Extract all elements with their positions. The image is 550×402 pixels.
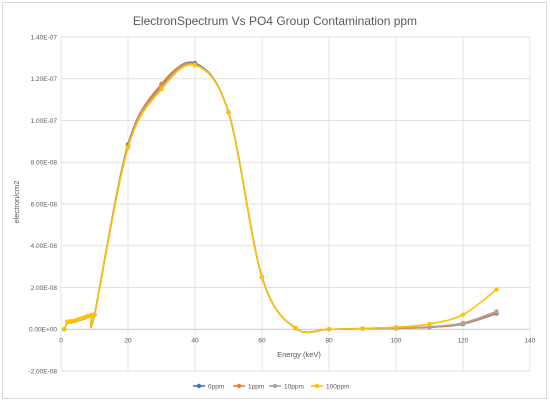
- data-point-100ppm: [65, 319, 70, 324]
- series-line-1ppm: [63, 62, 497, 334]
- series-group: [62, 60, 499, 334]
- legend-swatch-marker: [314, 383, 320, 389]
- data-point-100ppm: [72, 318, 77, 323]
- data-point-100ppm: [192, 62, 198, 68]
- legend-label: 1ppm: [248, 383, 264, 390]
- data-point-100ppm: [326, 327, 332, 332]
- data-point-100ppm: [226, 109, 231, 115]
- legend-label: 100ppm: [326, 383, 350, 390]
- data-point-100ppm: [62, 327, 67, 332]
- legend-item-10ppm: 10ppm: [269, 383, 304, 390]
- y-tick-label: -2.00E-08: [28, 368, 57, 375]
- x-tick-label: 80: [325, 337, 333, 344]
- data-point-100ppm: [88, 313, 94, 318]
- data-point-100ppm: [393, 324, 399, 330]
- series-line-100ppm: [63, 63, 497, 334]
- data-point-100ppm: [293, 326, 298, 331]
- y-tick-label: 1.00E-07: [31, 118, 58, 125]
- data-point-100ppm: [125, 145, 131, 150]
- series-10ppm: [62, 61, 499, 334]
- data-point-100ppm: [494, 287, 499, 292]
- legend-item-100ppm: 100ppm: [311, 383, 350, 390]
- legend: 0ppm 1ppm 10ppm 100ppm: [193, 383, 350, 390]
- data-point-100ppm: [78, 316, 84, 321]
- x-tick-label: 0: [59, 337, 63, 344]
- x-tick-label: 20: [124, 337, 132, 344]
- legend-label: 0ppm: [208, 383, 224, 390]
- chart-frame: ElectronSpectrum Vs PO4 Group Contaminat…: [2, 2, 547, 399]
- legend-swatch-marker: [196, 383, 202, 389]
- y-tick-label: 2.00E-08: [31, 285, 58, 292]
- series-0ppm: [62, 60, 499, 334]
- chart-svg: ElectronSpectrum Vs PO4 Group Contaminat…: [12, 14, 536, 390]
- data-point-100ppm: [159, 86, 164, 92]
- legend-swatch-marker: [236, 383, 242, 389]
- data-point-100ppm: [92, 312, 97, 317]
- y-tick-label: 8.00E-08: [31, 160, 58, 167]
- data-point-10ppm: [460, 320, 466, 326]
- legend-label: 10ppm: [284, 383, 304, 390]
- data-point-100ppm: [75, 317, 80, 322]
- y-tick-label: 1.20E-07: [31, 76, 58, 83]
- x-tick-label: 100: [391, 337, 402, 344]
- series-1ppm: [62, 61, 499, 334]
- data-point-100ppm: [427, 321, 432, 327]
- gridlines: [60, 36, 531, 372]
- data-point-100ppm: [259, 274, 265, 280]
- data-point-100ppm: [68, 319, 74, 324]
- x-tick-label: 140: [525, 337, 536, 344]
- x-tick-label: 40: [191, 337, 199, 344]
- x-tick-label: 60: [258, 337, 266, 344]
- data-point-10ppm: [494, 309, 499, 314]
- legend-item-1ppm: 1ppm: [233, 383, 264, 390]
- y-tick-label: 0.00E+00: [29, 327, 57, 334]
- y-axis-label: electron/cm2: [12, 181, 21, 224]
- x-tick-label: 120: [458, 337, 469, 344]
- x-axis-label: Energy (keV): [277, 350, 321, 359]
- legend-item-0ppm: 0ppm: [193, 383, 224, 390]
- y-tick-label: 6.00E-08: [31, 201, 58, 208]
- y-tick-label: 4.00E-08: [31, 243, 58, 250]
- data-point-100ppm: [82, 315, 87, 320]
- data-point-100ppm: [85, 313, 91, 319]
- data-point-100ppm: [360, 326, 365, 331]
- series-line-0ppm: [63, 61, 497, 334]
- chart-title: ElectronSpectrum Vs PO4 Group Contaminat…: [133, 14, 417, 28]
- series-line-10ppm: [63, 62, 497, 334]
- series-100ppm: [62, 62, 499, 334]
- data-point-100ppm: [460, 312, 466, 317]
- y-tick-label: 1.40E-07: [31, 34, 58, 41]
- legend-swatch-marker: [272, 383, 278, 389]
